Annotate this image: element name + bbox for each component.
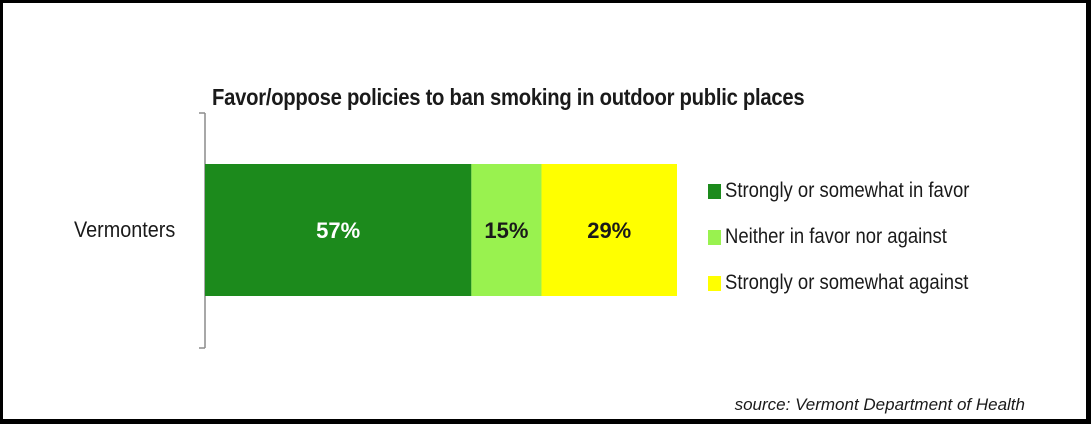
bar-segment-neither <box>471 164 542 296</box>
legend-label-against: Strongly or somewhat against <box>725 271 969 294</box>
bar-segment-against <box>541 164 677 296</box>
data-label-against: 29% <box>587 218 631 243</box>
data-label-in-favor: 57% <box>316 218 360 243</box>
legend-item-against: Strongly or somewhat against <box>708 260 1003 306</box>
legend-swatch-against <box>708 275 721 291</box>
legend-swatch-neither <box>708 229 721 245</box>
bar-segment-in-favor <box>205 164 472 296</box>
category-axis <box>199 112 206 349</box>
category-label: Vermonters <box>74 217 176 242</box>
source-note: source: Vermont Department of Health <box>734 395 1025 414</box>
bar-group: 57% 15% 29% <box>205 164 677 296</box>
chart-title: Favor/oppose policies to ban smoking in … <box>212 84 805 110</box>
legend: Strongly or somewhat in favor Neither in… <box>708 168 1003 306</box>
data-label-neither: 15% <box>484 218 528 243</box>
legend-label-in-favor: Strongly or somewhat in favor <box>725 179 970 202</box>
legend-item-neither: Neither in favor nor against <box>708 214 1003 260</box>
legend-label-neither: Neither in favor nor against <box>725 225 947 248</box>
legend-item-in-favor: Strongly or somewhat in favor <box>708 168 1003 214</box>
legend-swatch-in-favor <box>708 183 721 199</box>
